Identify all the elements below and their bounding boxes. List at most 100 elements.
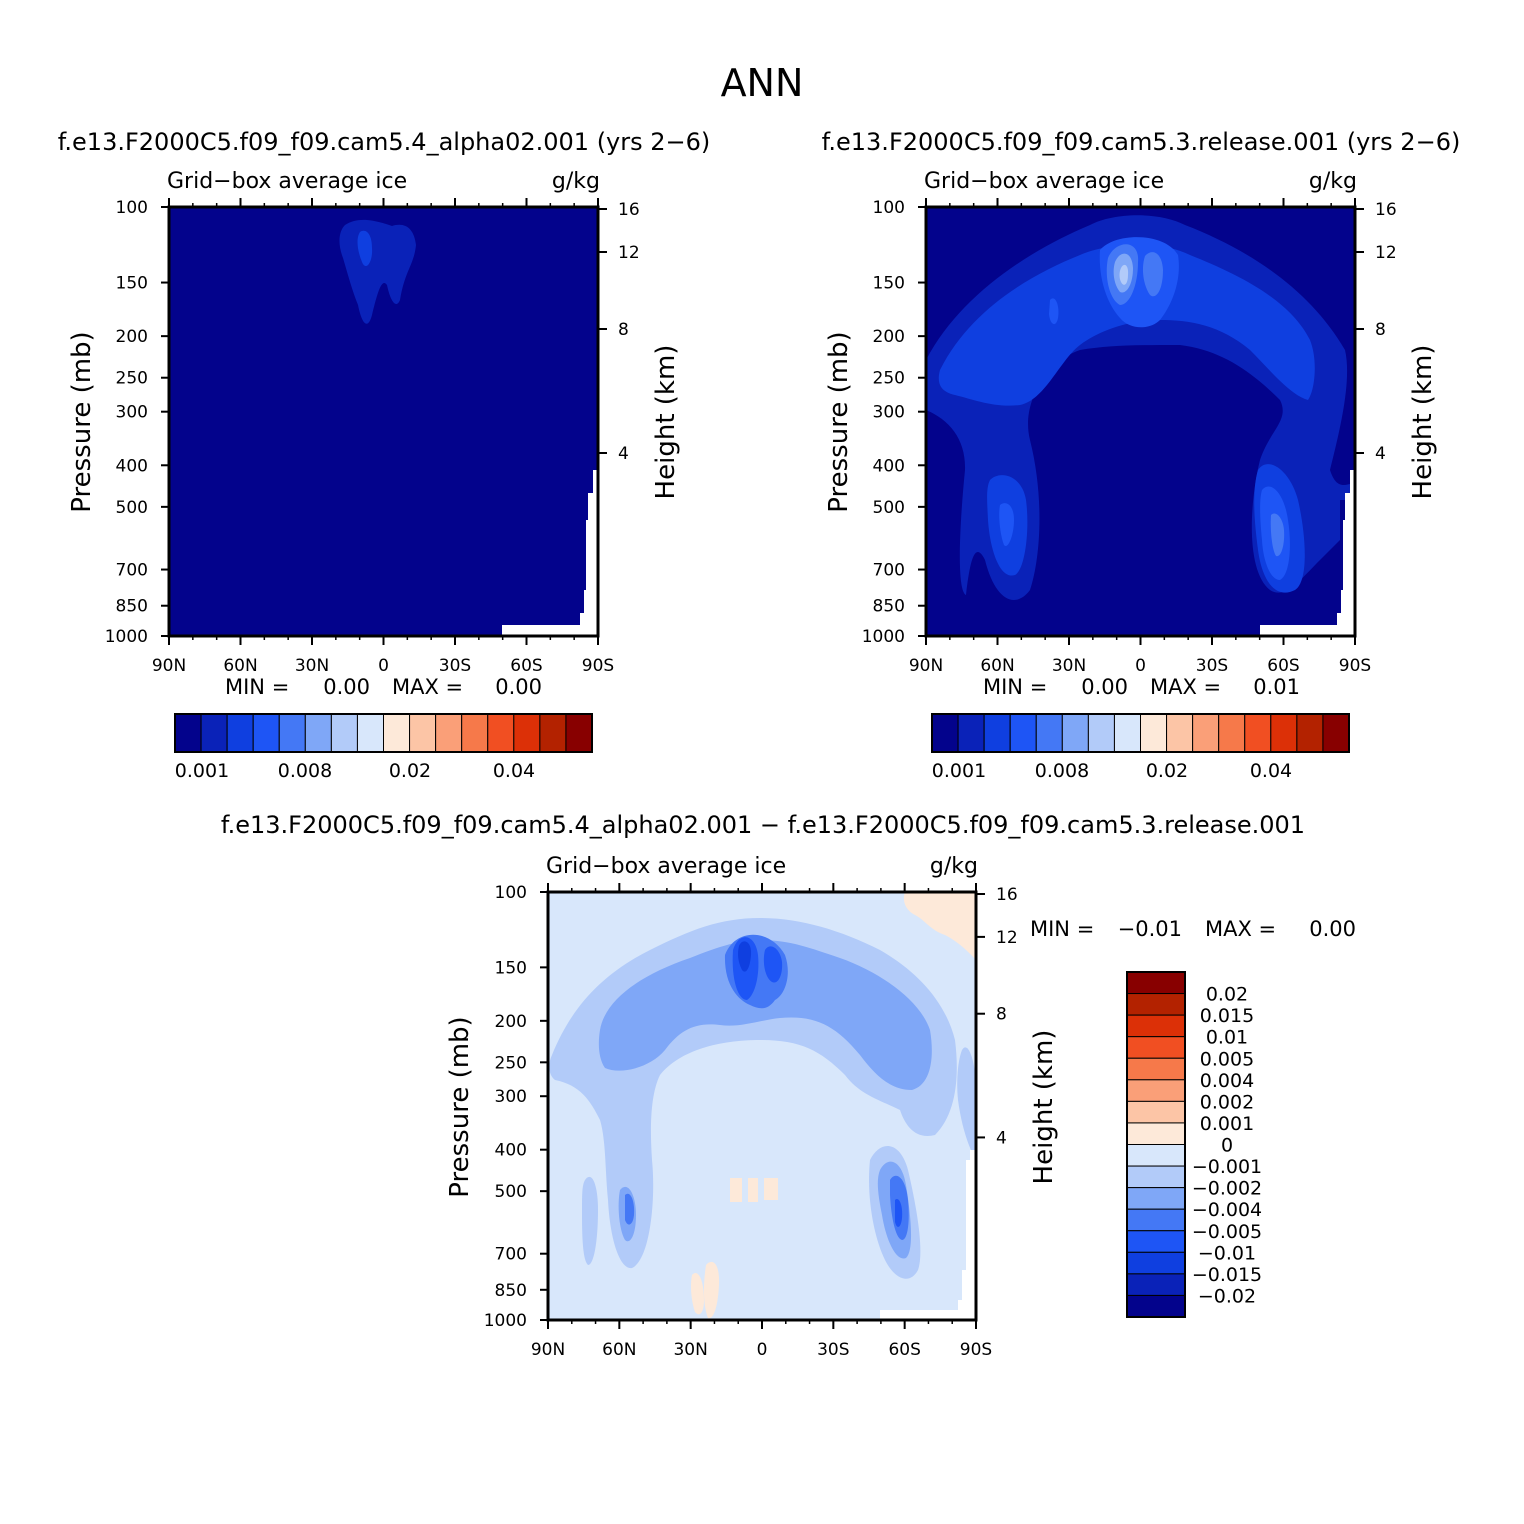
y-tick-label: 100	[116, 198, 148, 218]
y-tick-label: 300	[495, 1087, 527, 1107]
colorbar-frame	[1126, 971, 1186, 1318]
variable-label: Grid−box average ice	[546, 854, 786, 879]
x-tick-label: 90N	[531, 1340, 565, 1360]
x-tick-label: 30S	[439, 656, 471, 676]
y-tick-label: 150	[873, 274, 905, 294]
colorbar-label: −0.015	[1192, 1264, 1262, 1286]
colorbar-label: −0.004	[1192, 1199, 1262, 1221]
colorbar: 0.020.0150.010.0050.0040.0020.0010−0.001…	[1126, 971, 1262, 1318]
max-value: 0.00	[495, 675, 542, 699]
colorbar-swatch	[330, 713, 358, 753]
y-right-tick-label: 16	[1375, 200, 1397, 220]
page-title: ANN	[721, 61, 804, 105]
colorbar-label: −0.01	[1198, 1242, 1256, 1264]
x-tick-label: 0	[378, 656, 389, 676]
max-value: 0.01	[1253, 675, 1300, 699]
units-label: g/kg	[930, 854, 978, 879]
min-value: 0.00	[1081, 675, 1128, 699]
colorbar-swatch	[1296, 713, 1324, 753]
x-tick-label: 60S	[510, 656, 542, 676]
colorbar-swatch	[1126, 993, 1186, 1016]
colorbar-swatch	[539, 713, 567, 753]
colorbar-swatch	[174, 713, 202, 753]
colorbar-swatch	[200, 713, 228, 753]
colorbar-swatch	[1126, 1122, 1186, 1145]
y-tick-label: 200	[873, 327, 905, 347]
colorbar-swatch	[1270, 713, 1298, 753]
panel-title: f.e13.F2000C5.f09_f09.cam5.3.release.001…	[822, 128, 1461, 156]
y-tick-label: 700	[116, 561, 148, 581]
y-tick-label: 250	[873, 369, 905, 389]
colorbar-label: 0.001	[1200, 1113, 1254, 1135]
contour-field	[169, 207, 598, 636]
colorbar-swatch	[1126, 1208, 1186, 1232]
min-label: MIN =	[1030, 917, 1094, 941]
max-label: MAX =	[1205, 917, 1276, 941]
colorbar-label: 0	[1221, 1135, 1233, 1157]
min-label: MIN =	[225, 675, 289, 699]
panel-title: f.e13.F2000C5.f09_f09.cam5.4_alpha02.001…	[58, 128, 711, 156]
min-label: MIN =	[983, 675, 1047, 699]
colorbar-label: −0.02	[1198, 1285, 1256, 1307]
colorbar-swatch	[931, 713, 959, 753]
colorbar-swatch	[278, 713, 306, 753]
y-tick-label: 100	[873, 198, 905, 218]
colorbar-swatch	[356, 713, 384, 753]
colorbar-swatch	[1192, 713, 1220, 753]
x-tick-label: 0	[757, 1340, 768, 1360]
colorbar-swatch	[435, 713, 463, 753]
y-axis-label: Pressure (mb)	[67, 331, 97, 512]
y-tick-label: 1000	[484, 1311, 527, 1331]
colorbar	[174, 713, 593, 753]
y-tick-label: 150	[116, 274, 148, 294]
y-tick-label: 400	[873, 456, 905, 476]
x-tick-label: 30N	[295, 656, 329, 676]
colorbar-label: 0.002	[1200, 1091, 1254, 1113]
colorbar-swatch	[1126, 1100, 1186, 1124]
colorbar-swatch	[1126, 1273, 1186, 1296]
colorbar-swatch	[1126, 1187, 1186, 1210]
colorbar-label: 0.02	[1146, 760, 1188, 782]
panel-difference: f.e13.F2000C5.f09_f09.cam5.4_alpha02.001…	[221, 811, 1356, 1360]
y-right-tick-label: 4	[1375, 444, 1386, 464]
colorbar-swatch	[1244, 713, 1272, 753]
colorbar-label: 0.015	[1200, 1005, 1254, 1027]
y-right-tick-label: 4	[996, 1128, 1007, 1148]
colorbar-swatch	[487, 713, 515, 753]
max-label: MAX =	[392, 675, 463, 699]
colorbar-swatch	[1126, 1165, 1186, 1189]
colorbar-swatch	[1113, 713, 1141, 753]
y-right-tick-label: 12	[618, 243, 640, 263]
colorbar-label: 0.02	[389, 760, 431, 782]
y-right-tick-label: 16	[618, 200, 640, 220]
y-right-tick-label: 8	[618, 320, 629, 340]
min-value: 0.00	[323, 675, 370, 699]
y-tick-label: 700	[495, 1245, 527, 1265]
colorbar-frame	[931, 713, 1350, 753]
colorbar-swatch	[383, 713, 411, 753]
y-right-tick-label: 8	[996, 1005, 1007, 1025]
y-tick-label: 500	[495, 1182, 527, 1202]
colorbar-swatch	[1126, 1144, 1186, 1167]
x-tick-label: 30S	[817, 1340, 849, 1360]
y-right-tick-label: 12	[996, 928, 1018, 948]
colorbar-swatch	[1126, 1294, 1186, 1318]
y-tick-label: 850	[495, 1281, 527, 1301]
colorbar-swatch	[1035, 713, 1063, 753]
y-tick-label: 500	[116, 498, 148, 518]
colorbar-label: 0.04	[1250, 760, 1292, 782]
colorbar-swatch	[1126, 971, 1186, 995]
x-tick-label: 90N	[909, 656, 943, 676]
y-axis-right-label: Height (km)	[651, 345, 681, 500]
y-tick-label: 400	[116, 456, 148, 476]
units-label: g/kg	[1309, 169, 1357, 194]
y-axis-label: Pressure (mb)	[824, 331, 854, 512]
y-tick-label: 400	[495, 1141, 527, 1161]
contour-field	[548, 892, 976, 1320]
colorbar-label: 0.02	[1206, 984, 1248, 1006]
colorbar-swatch	[1322, 713, 1350, 753]
x-tick-label: 60S	[888, 1340, 920, 1360]
colorbar-swatch	[304, 713, 332, 753]
x-tick-label: 90S	[582, 656, 614, 676]
